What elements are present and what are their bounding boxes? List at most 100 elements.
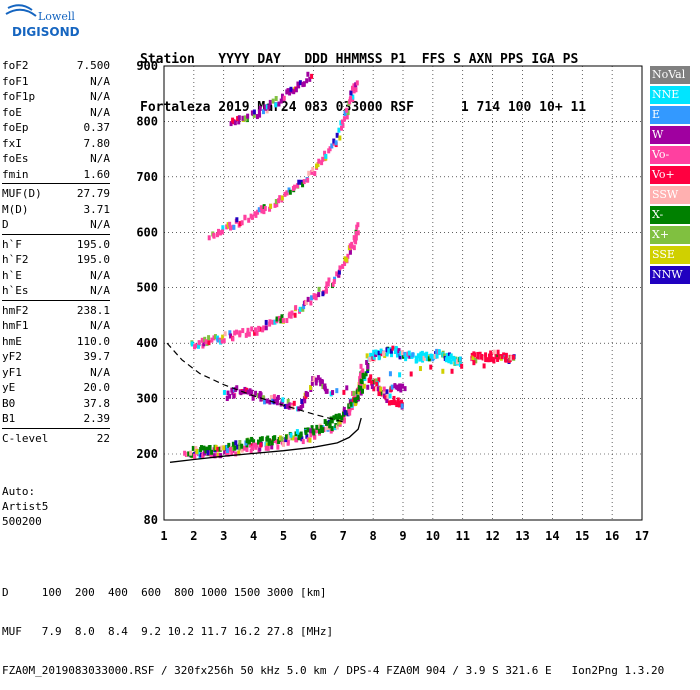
x-tick-label: 3 bbox=[220, 529, 227, 543]
echo-mark bbox=[449, 353, 453, 359]
x-tick-label: 8 bbox=[370, 529, 377, 543]
echo-mark bbox=[197, 343, 201, 349]
echo-mark bbox=[482, 363, 486, 369]
echo-mark bbox=[500, 354, 504, 360]
x-tick-label: 7 bbox=[340, 529, 347, 543]
echo-mark bbox=[477, 354, 481, 360]
echo-mark bbox=[289, 432, 293, 438]
echo-mark bbox=[310, 380, 314, 386]
echo-mark bbox=[228, 446, 232, 452]
muf-table: D 100 200 400 600 800 1000 1500 3000 [km… bbox=[2, 560, 664, 690]
scaled-parameters-panel: foF2 7.500 foF1 N/A foF1p N/A foE N/A foEp 0.37 fx… bbox=[2, 58, 110, 446]
param-row: B0 37.8 bbox=[2, 396, 110, 412]
echo-mark bbox=[352, 235, 356, 241]
echo-mark bbox=[306, 427, 310, 433]
echo-mark bbox=[250, 436, 254, 442]
echo-mark bbox=[450, 368, 454, 374]
echo-mark bbox=[496, 349, 500, 355]
echo-mark bbox=[277, 101, 281, 107]
echo-mark bbox=[259, 396, 263, 402]
echo-mark bbox=[266, 445, 270, 451]
distance-row: D 100 200 400 600 800 1000 1500 3000 [km… bbox=[2, 586, 327, 599]
echo-mark bbox=[235, 329, 239, 335]
param-row: foEs N/A bbox=[2, 151, 110, 167]
echo-mark bbox=[474, 358, 478, 364]
param-value: 27.79 bbox=[76, 187, 110, 200]
param-row: foF1p N/A bbox=[2, 89, 110, 105]
echo-mark bbox=[345, 385, 349, 391]
echo-mark bbox=[248, 388, 252, 394]
param-row: foE N/A bbox=[2, 105, 110, 121]
echo-mark bbox=[246, 327, 250, 333]
echo-mark bbox=[218, 446, 222, 452]
echo-mark bbox=[267, 440, 271, 446]
echo-mark bbox=[281, 441, 285, 447]
echo-mark bbox=[275, 316, 279, 322]
echo-mark bbox=[233, 445, 237, 451]
echo-mark bbox=[264, 325, 268, 331]
echo-mark bbox=[271, 98, 275, 104]
echo-mark bbox=[290, 310, 294, 316]
echo-mark bbox=[207, 445, 211, 451]
echo-mark bbox=[254, 390, 258, 396]
param-row: B1 2.39 bbox=[2, 411, 110, 427]
echo-mark bbox=[442, 353, 446, 359]
x-tick-label: 13 bbox=[515, 529, 529, 543]
echo-mark bbox=[259, 205, 263, 211]
echo-mark bbox=[298, 80, 302, 86]
echo-mark bbox=[474, 352, 478, 358]
echo-mark bbox=[354, 400, 358, 406]
echo-mark bbox=[268, 399, 272, 405]
logo-line1: Lowell bbox=[38, 10, 75, 23]
echo-mark bbox=[257, 109, 261, 115]
echo-mark bbox=[395, 352, 399, 358]
echo-mark bbox=[471, 355, 475, 361]
echo-mark bbox=[210, 337, 214, 343]
echo-mark bbox=[265, 104, 269, 110]
param-separator bbox=[2, 233, 110, 235]
echo-mark bbox=[394, 347, 398, 353]
echo-mark bbox=[368, 376, 372, 382]
echo-mark bbox=[379, 386, 383, 392]
param-value: 37.8 bbox=[83, 396, 111, 410]
echo-mark bbox=[279, 318, 283, 324]
echo-mark bbox=[309, 385, 313, 391]
echo-mark bbox=[377, 350, 381, 356]
echo-mark bbox=[484, 357, 488, 363]
echo-mark bbox=[340, 415, 344, 421]
polarization-legend: NoVal NNE E W Vo- Vo+ SSW X- X+ SSE NNW bbox=[650, 66, 690, 286]
echo-mark bbox=[311, 166, 315, 172]
echo-mark bbox=[304, 429, 308, 435]
echo-mark bbox=[377, 391, 381, 397]
echo-mark bbox=[264, 319, 268, 325]
echo-mark bbox=[236, 116, 240, 122]
echo-mark bbox=[372, 349, 376, 355]
echo-mark bbox=[273, 319, 277, 325]
echo-mark bbox=[231, 390, 235, 396]
echo-mark bbox=[274, 199, 278, 205]
echo-mark bbox=[265, 398, 269, 404]
echo-mark bbox=[447, 355, 451, 361]
echo-mark bbox=[399, 350, 403, 356]
echo-mark bbox=[394, 384, 398, 390]
y-tick-label: 500 bbox=[136, 281, 158, 295]
echo-mark bbox=[324, 285, 328, 291]
param-name: hmE bbox=[2, 334, 22, 348]
echo-mark bbox=[283, 403, 287, 409]
echo-mark bbox=[195, 448, 199, 454]
echo-mark bbox=[345, 114, 349, 120]
logo-arc-icon bbox=[7, 4, 33, 11]
echo-mark bbox=[225, 396, 229, 402]
echo-mark bbox=[325, 281, 329, 287]
echo-mark bbox=[420, 354, 424, 360]
echo-mark bbox=[321, 291, 325, 297]
ionogram-chart: 1 2 3 4 5 6 7 8 9 10 11 12 13 14 15 16 17 80200300400500… bbox=[136, 59, 649, 543]
echo-mark bbox=[382, 351, 386, 357]
echo-mark bbox=[310, 295, 314, 301]
legend-item: E bbox=[650, 106, 690, 124]
y-tick-label: 900 bbox=[136, 59, 158, 73]
echo-mark bbox=[431, 354, 435, 360]
echo-mark bbox=[305, 433, 309, 439]
echo-mark bbox=[231, 336, 235, 342]
echo-mark bbox=[212, 453, 216, 459]
